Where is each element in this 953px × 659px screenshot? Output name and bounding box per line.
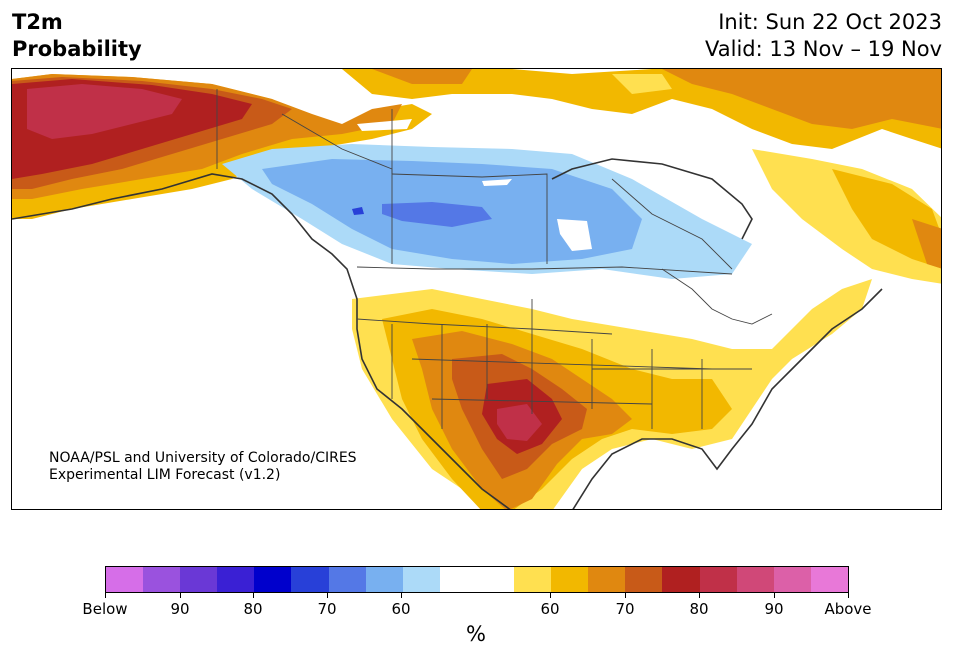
colorbar-segment xyxy=(588,567,626,592)
colorbar-tickmark xyxy=(253,593,254,598)
colorbar-segment xyxy=(476,567,515,592)
colorbar xyxy=(105,566,849,593)
colorbar-tickmark xyxy=(327,593,328,598)
colorbar-segment xyxy=(662,567,700,592)
title-type: Probability xyxy=(12,37,142,61)
forecast-map xyxy=(11,68,942,510)
colorbar-tick-label: 70 xyxy=(615,600,635,618)
title-variable: T2m xyxy=(12,10,63,34)
eastern-canada-warm xyxy=(752,149,941,284)
colorbar-tickmark xyxy=(401,593,402,598)
colorbar-tick-label: 80 xyxy=(243,600,263,618)
colorbar-segment xyxy=(625,567,663,592)
colorbar-segment xyxy=(402,567,440,592)
map-graphic xyxy=(12,69,941,509)
forecast-dates: Init: Sun 22 Oct 2023 Valid: 13 Nov – 19… xyxy=(705,9,942,63)
colorbar-tick-label: 90 xyxy=(764,600,784,618)
colorbar-segment xyxy=(736,567,774,592)
colorbar-tick-label: 80 xyxy=(689,600,709,618)
colorbar-segment xyxy=(106,567,144,592)
init-date: Init: Sun 22 Oct 2023 xyxy=(718,10,942,34)
colorbar-segment xyxy=(180,567,218,592)
colorbar-unit: % xyxy=(466,622,486,646)
colorbar-segment xyxy=(254,567,292,592)
colorbar-tickmark xyxy=(550,593,551,598)
colorbar-segment xyxy=(143,567,181,592)
colorbar-tickmark xyxy=(105,593,106,598)
colorbar-tick-label: 60 xyxy=(540,600,560,618)
colorbar-segment xyxy=(514,567,552,592)
colorbar-segment xyxy=(810,567,848,592)
colorbar-tickmark xyxy=(774,593,775,598)
colorbar-tick-label: 60 xyxy=(391,600,411,618)
colorbar-tick-label: 90 xyxy=(170,600,190,618)
colorbar-tick-label: Below xyxy=(82,600,128,618)
colorbar-tickmark xyxy=(180,593,181,598)
colorbar-segment xyxy=(699,567,737,592)
colorbar-tick-label: 70 xyxy=(317,600,337,618)
colorbar-tick-label: Above xyxy=(824,600,872,618)
map-title: T2m Probability xyxy=(12,9,142,63)
colorbar-segment xyxy=(217,567,255,592)
credit-line2: Experimental LIM Forecast (v1.2) xyxy=(49,467,281,483)
colorbar-segment xyxy=(773,567,811,592)
colorbar-segment xyxy=(291,567,329,592)
colorbar-tickmark xyxy=(625,593,626,598)
data-credit: NOAA/PSL and University of Colorado/CIRE… xyxy=(49,450,357,484)
colorbar-segment xyxy=(365,567,403,592)
colorbar-tickmark xyxy=(699,593,700,598)
colorbar-segment xyxy=(551,567,589,592)
colorbar-segment xyxy=(328,567,366,592)
colorbar-tickmark xyxy=(848,593,849,598)
colorbar-segment xyxy=(439,567,477,592)
credit-line1: NOAA/PSL and University of Colorado/CIRE… xyxy=(49,450,357,466)
valid-period: Valid: 13 Nov – 19 Nov xyxy=(705,37,942,61)
